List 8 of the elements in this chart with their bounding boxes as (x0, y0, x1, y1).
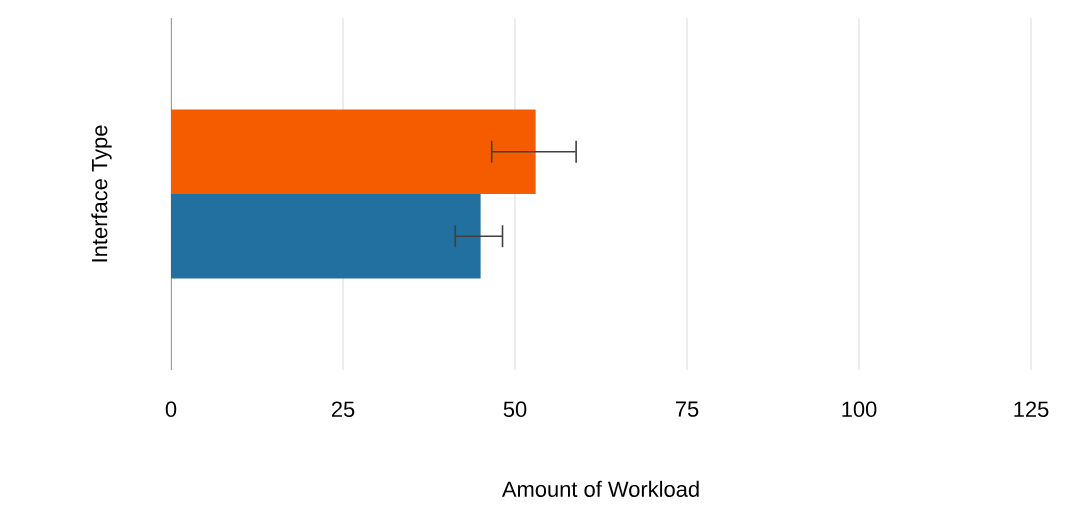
x-tick-label: 100 (842, 401, 877, 418)
x-tick-label: 0 (165, 401, 177, 418)
x-tick-label: 50 (503, 401, 527, 418)
x-axis-title: Amount of Workload (501, 480, 699, 497)
y-axis-title: Interface Type (91, 125, 112, 262)
x-tick-label: 75 (675, 401, 699, 417)
x-tick-label: 25 (331, 401, 355, 418)
x-tick-label: 125 (1014, 401, 1049, 418)
